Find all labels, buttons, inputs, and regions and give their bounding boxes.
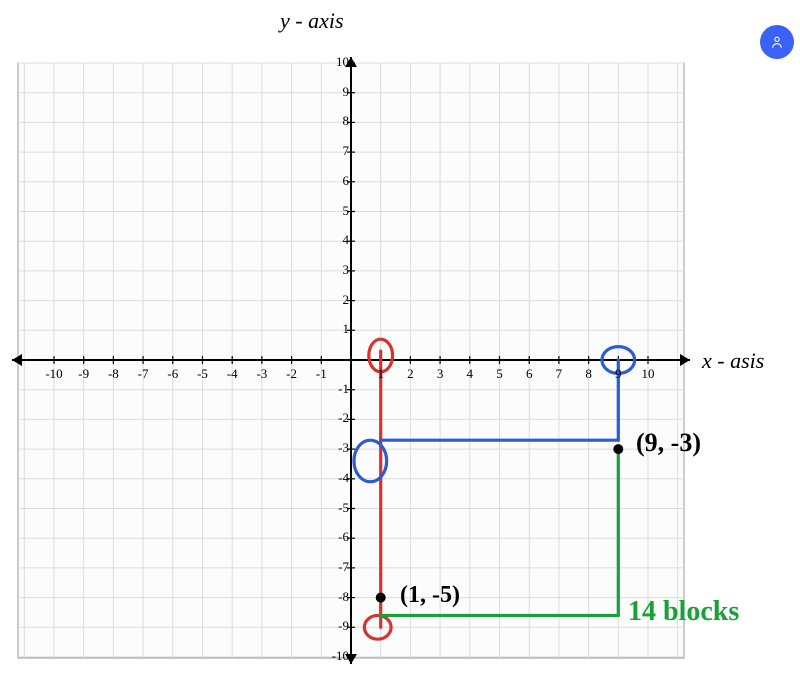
x-tick-label: -4 xyxy=(220,366,244,382)
x-tick-label: 1 xyxy=(369,366,393,382)
x-tick-label: 8 xyxy=(577,366,601,382)
y-tick-label: -3 xyxy=(325,440,349,456)
y-tick-label: 8 xyxy=(325,113,349,129)
label-14-blocks: 14 blocks xyxy=(628,596,739,628)
y-tick-label: -6 xyxy=(325,529,349,545)
y-tick-label: 9 xyxy=(325,84,349,100)
y-tick-label: -10 xyxy=(325,648,349,664)
x-tick-label: 2 xyxy=(398,366,422,382)
x-tick-label: -3 xyxy=(250,366,274,382)
y-tick-label: -5 xyxy=(325,500,349,516)
y-tick-label: 5 xyxy=(325,203,349,219)
x-tick-label: 3 xyxy=(428,366,452,382)
x-tick-label: 10 xyxy=(636,366,660,382)
y-tick-label: 1 xyxy=(325,321,349,337)
y-tick-label: 10 xyxy=(325,54,349,70)
x-tick-label: -10 xyxy=(42,366,66,382)
point-9-neg3 xyxy=(613,444,623,454)
label-1-neg5: (1, -5) xyxy=(400,582,460,609)
x-tick-label: -8 xyxy=(101,366,125,382)
x-tick-label: -9 xyxy=(72,366,96,382)
x-tick-label: -2 xyxy=(280,366,304,382)
point-1-neg8 xyxy=(376,593,386,603)
x-tick-label: -5 xyxy=(191,366,215,382)
x-tick-label: 6 xyxy=(517,366,541,382)
y-tick-label: 7 xyxy=(325,143,349,159)
x-tick-label: -6 xyxy=(161,366,185,382)
y-tick-label: -8 xyxy=(325,589,349,605)
y-tick-label: -4 xyxy=(325,470,349,486)
y-tick-label: -1 xyxy=(325,381,349,397)
person-icon xyxy=(769,34,785,50)
y-tick-label: -9 xyxy=(325,618,349,634)
y-tick-label: 4 xyxy=(325,232,349,248)
user-button[interactable] xyxy=(760,25,794,59)
y-tick-label: -2 xyxy=(325,410,349,426)
coordinate-plane xyxy=(0,0,800,673)
y-tick-label: -7 xyxy=(325,559,349,575)
x-tick-label: 4 xyxy=(458,366,482,382)
y-tick-label: 6 xyxy=(325,173,349,189)
y-tick-label: 3 xyxy=(325,262,349,278)
label-9-neg3: (9, -3) xyxy=(636,428,701,458)
x-tick-label: 5 xyxy=(488,366,512,382)
x-tick-label: 9 xyxy=(606,366,630,382)
y-tick-label: 2 xyxy=(325,292,349,308)
x-tick-label: -7 xyxy=(131,366,155,382)
x-tick-label: -1 xyxy=(309,366,333,382)
x-tick-label: 7 xyxy=(547,366,571,382)
